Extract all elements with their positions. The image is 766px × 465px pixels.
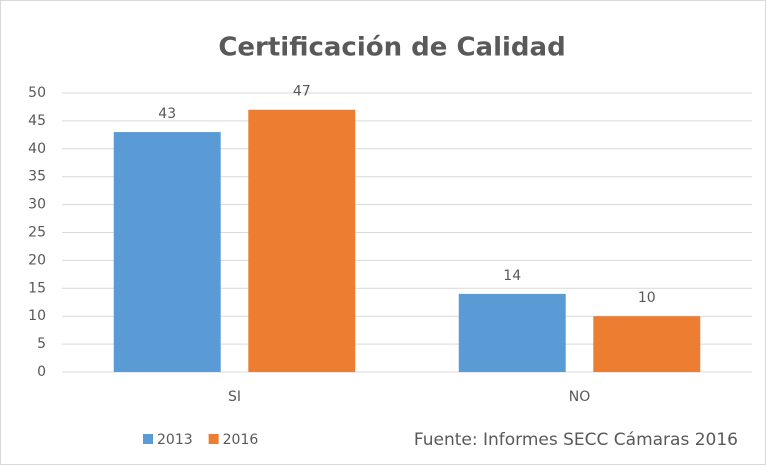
- y-tick-label: 10: [28, 308, 46, 324]
- legend-label: 2013: [157, 432, 193, 448]
- data-label: 10: [638, 290, 656, 306]
- legend-swatch: [143, 434, 153, 444]
- legend-swatch: [208, 434, 219, 444]
- bar: [458, 293, 566, 372]
- y-tick-label: 45: [28, 113, 46, 129]
- y-tick-label: 35: [28, 169, 46, 185]
- y-tick-label: 0: [37, 364, 46, 380]
- data-label: 43: [158, 106, 176, 122]
- bar: [248, 109, 356, 373]
- y-tick-label: 50: [28, 85, 46, 101]
- x-tick-label: SI: [228, 389, 241, 405]
- bar: [593, 316, 701, 372]
- y-tick-label: 5: [37, 336, 46, 352]
- y-tick-label: 20: [28, 252, 46, 268]
- x-tick-label: NO: [569, 389, 591, 405]
- data-label: 14: [503, 268, 521, 284]
- y-tick-label: 25: [28, 225, 46, 241]
- y-tick-label: 30: [28, 197, 46, 213]
- y-tick-label: 40: [28, 141, 46, 157]
- y-tick-label: 15: [28, 280, 46, 296]
- data-label: 47: [293, 84, 311, 100]
- bar: [113, 132, 221, 372]
- source-note: Fuente: Informes SECC Cámaras 2016: [414, 430, 738, 450]
- chart-title: Certificación de Calidad: [218, 33, 565, 63]
- legend-label: 2016: [223, 432, 259, 448]
